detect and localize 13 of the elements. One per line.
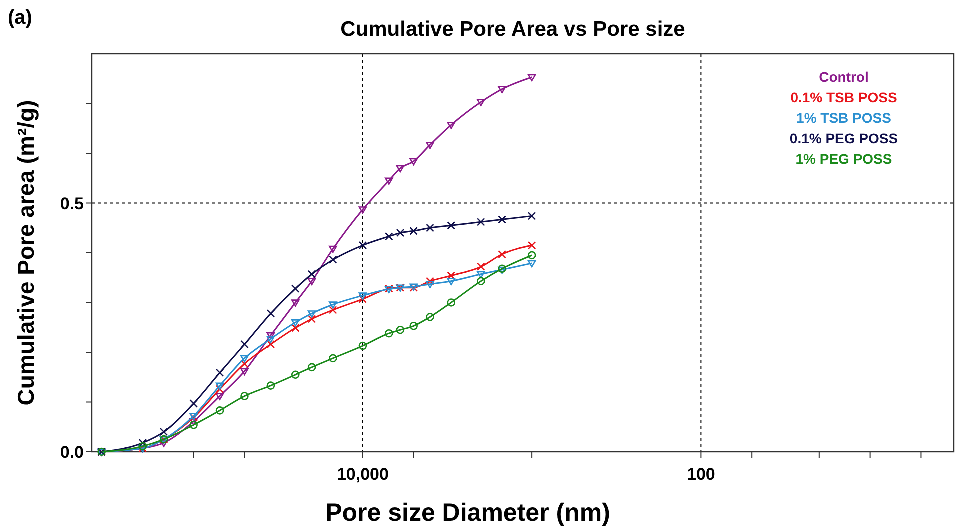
text: (a) bbox=[8, 7, 32, 29]
x-axis-title: Pore size Diameter (nm) bbox=[326, 499, 610, 527]
y-tick-label: 0.5 bbox=[60, 194, 84, 214]
x-tick-label: 100 bbox=[687, 465, 716, 484]
text: 0.1% TSB POSS bbox=[790, 90, 898, 106]
y-axis-title: Cumulative Pore area (m²/g) bbox=[13, 100, 39, 406]
text: Control bbox=[819, 69, 869, 85]
text: 1% PEG POSS bbox=[796, 151, 892, 167]
text: 1% TSB POSS bbox=[796, 110, 892, 126]
x-tick-label: 10,000 bbox=[336, 465, 389, 484]
chart-title: Cumulative Pore Area vs Pore size bbox=[340, 18, 686, 41]
y-tick-label: 0.0 bbox=[60, 443, 84, 462]
text: 0.1% PEG POSS bbox=[790, 130, 898, 146]
